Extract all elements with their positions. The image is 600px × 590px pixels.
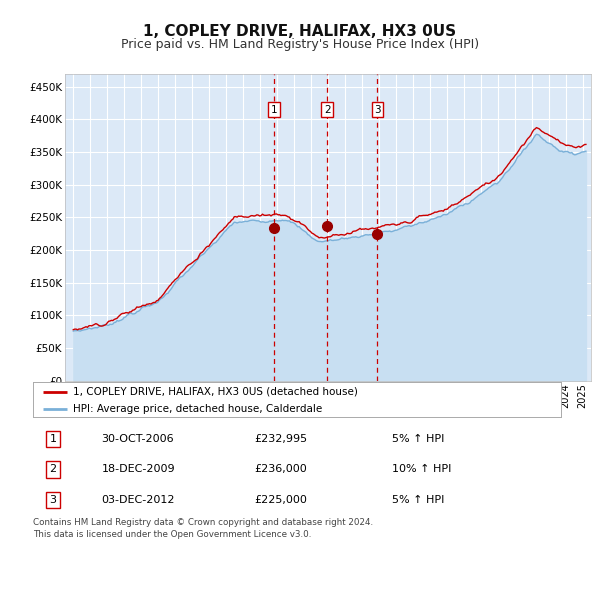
Text: £236,000: £236,000 [255, 464, 308, 474]
Text: 18-DEC-2009: 18-DEC-2009 [101, 464, 175, 474]
Text: 1, COPLEY DRIVE, HALIFAX, HX3 0US: 1, COPLEY DRIVE, HALIFAX, HX3 0US [143, 24, 457, 38]
Text: 1, COPLEY DRIVE, HALIFAX, HX3 0US (detached house): 1, COPLEY DRIVE, HALIFAX, HX3 0US (detac… [73, 386, 358, 396]
Text: 3: 3 [374, 104, 381, 114]
Text: £225,000: £225,000 [255, 495, 308, 505]
Text: 5% ↑ HPI: 5% ↑ HPI [392, 495, 445, 505]
Text: Contains HM Land Registry data © Crown copyright and database right 2024.
This d: Contains HM Land Registry data © Crown c… [33, 518, 373, 539]
Text: HPI: Average price, detached house, Calderdale: HPI: Average price, detached house, Cald… [73, 404, 322, 414]
Text: Price paid vs. HM Land Registry's House Price Index (HPI): Price paid vs. HM Land Registry's House … [121, 38, 479, 51]
Text: 2: 2 [50, 464, 56, 474]
Text: £232,995: £232,995 [255, 434, 308, 444]
Text: 30-OCT-2006: 30-OCT-2006 [101, 434, 174, 444]
Text: 03-DEC-2012: 03-DEC-2012 [101, 495, 175, 505]
Text: 2: 2 [324, 104, 331, 114]
Text: 10% ↑ HPI: 10% ↑ HPI [392, 464, 451, 474]
Text: 5% ↑ HPI: 5% ↑ HPI [392, 434, 445, 444]
Text: 1: 1 [50, 434, 56, 444]
Text: 1: 1 [271, 104, 277, 114]
Text: 3: 3 [50, 495, 56, 505]
